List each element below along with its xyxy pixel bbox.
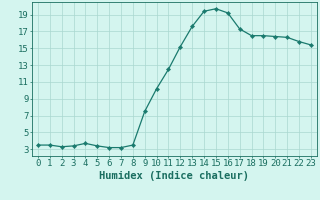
X-axis label: Humidex (Indice chaleur): Humidex (Indice chaleur) — [100, 171, 249, 181]
